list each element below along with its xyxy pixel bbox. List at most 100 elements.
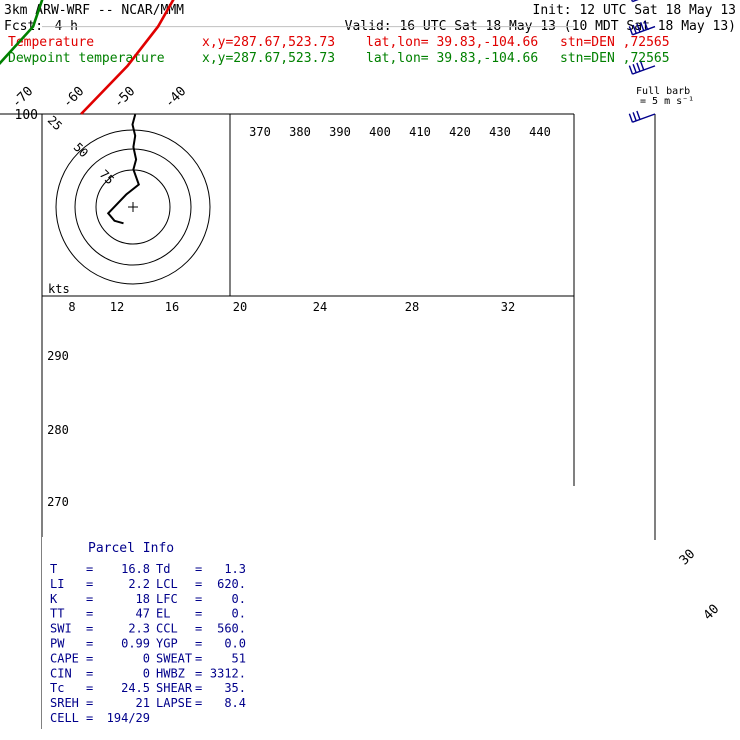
parcel-eq-1: = bbox=[86, 681, 93, 695]
pressure-label: 100 bbox=[15, 108, 38, 123]
parcel-value-2: 3312. bbox=[210, 666, 246, 680]
parcel-value-1: 2.2 bbox=[128, 577, 150, 591]
isotherm-label: 30 bbox=[677, 547, 699, 569]
parcel-key-1: CAPE bbox=[50, 651, 79, 665]
parcel-key-2: SHEAR bbox=[156, 681, 193, 695]
barb-flag bbox=[632, 64, 637, 73]
parcel-key-1: CIN bbox=[50, 666, 72, 680]
hodo-speed-label: 28 bbox=[405, 300, 419, 314]
parcel-key-2: CCL bbox=[156, 622, 178, 636]
parcel-value-1: 18 bbox=[136, 592, 150, 606]
parcel-eq-2: = bbox=[195, 666, 202, 680]
parcel-eq-2: = bbox=[195, 577, 202, 591]
temperature-xy: x,y=287.67,523.73 bbox=[202, 35, 335, 50]
theta-e-label: 380 bbox=[289, 125, 311, 139]
dewpoint-station: stn=DEN ,72565 bbox=[560, 51, 670, 66]
parcel-key-2: EL bbox=[156, 607, 170, 621]
parcel-eq-2: = bbox=[195, 607, 202, 621]
parcel-eq-1: = bbox=[86, 651, 93, 665]
parcel-eq-1: = bbox=[86, 562, 93, 576]
barb-flag bbox=[636, 23, 641, 33]
parcel-eq-1: = bbox=[86, 607, 93, 621]
parcel-eq-1: = bbox=[86, 622, 93, 636]
isotherm-label: -60 bbox=[60, 84, 87, 111]
parcel-eq-1: = bbox=[86, 577, 93, 591]
theta-label: 270 bbox=[47, 495, 69, 509]
dewpoint-label: Dewpoint temperature bbox=[8, 51, 165, 66]
theta-e-label: 420 bbox=[449, 125, 471, 139]
parcel-eq-1: = bbox=[86, 666, 93, 680]
parcel-key-2: LFC bbox=[156, 592, 178, 606]
theta-e-label: 440 bbox=[529, 125, 551, 139]
barb-flag bbox=[631, 0, 634, 2]
parcel-info-title: Parcel Info bbox=[88, 541, 174, 556]
hodo-speed-label: 24 bbox=[313, 300, 327, 314]
header: 3km ARW-WRF -- NCAR/MMM Init: 12 UTC Sat… bbox=[4, 3, 736, 66]
dewpoint-latlon: lat,lon= 39.83,-104.66 bbox=[366, 51, 538, 66]
barb-flag bbox=[643, 20, 649, 30]
parcel-eq-2: = bbox=[195, 681, 202, 695]
parcel-key-1: TT bbox=[50, 607, 64, 621]
barb-flag bbox=[628, 113, 634, 123]
parcel-value-2: 1.3 bbox=[224, 562, 246, 576]
parcel-key-1: SREH bbox=[50, 696, 79, 710]
parcel-key-1: SWI bbox=[50, 622, 72, 636]
parcel-eq-1: = bbox=[86, 592, 93, 606]
model-title: 3km ARW-WRF -- NCAR/MMM bbox=[4, 3, 184, 18]
parcel-info-box bbox=[42, 537, 246, 729]
barb-flag bbox=[636, 110, 641, 120]
parcel-key-1: T bbox=[50, 562, 57, 576]
parcel-value-1: 0 bbox=[143, 666, 150, 680]
parcel-value-1: 24.5 bbox=[121, 681, 150, 695]
theta-e-label: 430 bbox=[489, 125, 511, 139]
parcel-value-2: 0. bbox=[232, 592, 246, 606]
hodo-speed-label: 12 bbox=[110, 300, 124, 314]
barb-flag bbox=[632, 112, 637, 122]
temperature-labels: -80-70-60-50-40-30-20-10010203040 bbox=[9, 84, 722, 623]
parcel-value-1: 21 bbox=[136, 696, 150, 710]
parcel-key-2: LCL bbox=[156, 577, 178, 591]
parcel-value-1: 0.99 bbox=[121, 637, 150, 651]
parcel-value-2: 35. bbox=[224, 681, 246, 695]
theta-e-label: 370 bbox=[249, 125, 271, 139]
temperature-latlon: lat,lon= 39.83,-104.66 bbox=[366, 35, 538, 50]
wind-barb bbox=[631, 0, 639, 3]
hodo-speed-label: 8 bbox=[68, 300, 75, 314]
parcel-key-2: LAPSE bbox=[156, 696, 192, 710]
parcel-value-2: 8.4 bbox=[224, 696, 246, 710]
parcel-info-rows: T = 16.8 Td = 1.3 LI = 2.2 LCL = 620. K = 18 LFC = 0. TT = 4… bbox=[50, 562, 246, 725]
parcel-info: Parcel Info T = 16.8 Td = 1.3 LI = 2.2 LCL = 620. K =… bbox=[42, 537, 246, 729]
barb-shaft bbox=[632, 0, 639, 3]
parcel-value-1: 2.3 bbox=[128, 622, 150, 636]
theta-label: 280 bbox=[47, 423, 69, 437]
parcel-value-1: 0 bbox=[143, 651, 150, 665]
hodo-ring-label: 75 bbox=[97, 167, 117, 187]
parcel-value-2: 0.0 bbox=[224, 637, 246, 651]
parcel-value-2: 620. bbox=[217, 577, 246, 591]
parcel-value-1: 47 bbox=[136, 607, 150, 621]
parcel-value-2: 51 bbox=[232, 651, 246, 665]
temperature-station: stn=DEN ,72565 bbox=[560, 35, 670, 50]
parcel-eq-2: = bbox=[195, 651, 202, 665]
barb-legend-units: = 5 m s⁻¹ bbox=[640, 96, 694, 107]
theta-e-label: 410 bbox=[409, 125, 431, 139]
hodo-speed-label: 20 bbox=[233, 300, 247, 314]
dewpoint-xy: x,y=287.67,523.73 bbox=[202, 51, 335, 66]
parcel-key-1: CELL bbox=[50, 711, 79, 725]
parcel-eq-2: = bbox=[195, 562, 202, 576]
parcel-key-2: YGP bbox=[156, 637, 178, 651]
barb-flag bbox=[628, 26, 634, 36]
barb-legend: Full barb = 5 m s⁻¹ bbox=[636, 86, 694, 107]
wind-barbs bbox=[628, 0, 656, 123]
parcel-key-1: Tc bbox=[50, 681, 64, 695]
parcel-key-2: HWBZ bbox=[156, 666, 185, 680]
theta-e-label: 400 bbox=[369, 125, 391, 139]
barb-flag bbox=[632, 24, 637, 34]
barb-flag bbox=[639, 61, 645, 71]
hodo-speed-label: 16 bbox=[165, 300, 179, 314]
pressure-labels: 1002003004005006007008009001000 bbox=[15, 108, 38, 123]
parcel-key-2: Td bbox=[156, 562, 170, 576]
parcel-eq-2: = bbox=[195, 592, 202, 606]
